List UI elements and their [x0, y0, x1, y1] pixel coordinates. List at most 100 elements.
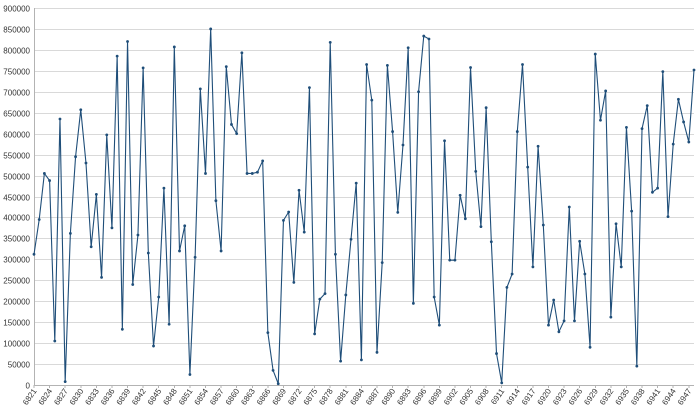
- x-tick-label: 6926: [567, 387, 585, 407]
- data-point: [453, 258, 457, 262]
- data-point: [593, 52, 597, 56]
- x-tick-label: 6890: [380, 387, 398, 407]
- y-tick-label: 600000: [3, 131, 30, 140]
- data-point: [276, 382, 280, 386]
- data-point: [417, 90, 420, 94]
- data-point: [573, 319, 576, 323]
- data-point: [562, 319, 566, 323]
- x-tick-label: 6917: [520, 387, 538, 407]
- data-point: [266, 331, 270, 335]
- data-point: [521, 63, 524, 66]
- x-tick-label: 6821: [21, 387, 39, 407]
- x-tick-label: 6878: [317, 387, 335, 407]
- data-point: [365, 63, 368, 66]
- data-point: [37, 218, 41, 221]
- gridlines: [34, 8, 694, 386]
- y-tick-label: 350000: [3, 235, 30, 244]
- x-tick-label: 6830: [68, 387, 86, 407]
- data-point: [344, 293, 348, 297]
- data-point: [146, 251, 150, 255]
- data-point: [547, 323, 550, 327]
- data-point: [172, 45, 176, 49]
- y-tick-label: 200000: [3, 298, 30, 307]
- data-point: [224, 65, 228, 69]
- data-point: [354, 181, 358, 185]
- data-point: [235, 132, 239, 136]
- data-point: [94, 193, 98, 196]
- data-point: [178, 249, 181, 253]
- data-point: [635, 364, 639, 368]
- data-point: [256, 170, 259, 174]
- data-point: [687, 140, 691, 144]
- y-tick-label: 400000: [3, 214, 30, 223]
- x-tick-label: 6869: [271, 387, 289, 407]
- x-tick-label: 6851: [177, 387, 195, 407]
- x-tick-label: 6842: [130, 387, 148, 407]
- x-tick-label: 6863: [239, 387, 257, 407]
- data-point: [541, 223, 545, 227]
- series-line: [33, 28, 695, 385]
- data-point: [323, 292, 327, 296]
- y-tick-label: 800000: [3, 47, 30, 56]
- data-point: [500, 381, 504, 385]
- data-point: [536, 144, 540, 148]
- data-point: [271, 368, 275, 372]
- y-tick-label: 450000: [3, 194, 30, 203]
- data-point: [630, 209, 634, 213]
- data-point: [339, 359, 343, 363]
- data-point: [100, 275, 103, 279]
- x-tick-label: 6839: [115, 387, 133, 407]
- data-point: [297, 188, 301, 192]
- y-tick-label: 650000: [3, 110, 30, 119]
- data-point: [463, 217, 467, 221]
- axes: [34, 8, 694, 386]
- data-point: [479, 225, 483, 229]
- x-tick-label: 6938: [629, 387, 647, 407]
- data-point: [167, 322, 171, 326]
- x-tick-label: 6923: [551, 387, 569, 407]
- data-point: [526, 165, 530, 169]
- data-point: [157, 295, 161, 299]
- data-point: [141, 66, 145, 70]
- data-point: [360, 358, 363, 362]
- data-point: [334, 252, 337, 256]
- x-tick-label: 6935: [613, 387, 631, 407]
- data-point: [458, 193, 462, 197]
- x-tick-label: 6827: [52, 387, 70, 407]
- data-point: [567, 205, 571, 209]
- data-point: [42, 172, 46, 175]
- data-point: [136, 233, 140, 237]
- data-point: [240, 51, 244, 55]
- data-point: [79, 108, 83, 112]
- data-point: [380, 261, 384, 265]
- x-tick-label: 6824: [37, 387, 55, 407]
- data-point: [183, 224, 187, 228]
- data-point: [370, 98, 374, 102]
- data-point: [230, 123, 233, 126]
- x-tick-label: 6941: [645, 387, 663, 407]
- y-tick-label: 300000: [3, 256, 30, 265]
- data-point: [58, 117, 62, 121]
- x-tick-label: 6866: [255, 387, 273, 407]
- data-point: [614, 222, 618, 226]
- data-point: [48, 179, 51, 182]
- data-point: [53, 339, 57, 343]
- data-point: [115, 54, 119, 58]
- data-point: [666, 215, 670, 219]
- data-point: [261, 159, 265, 163]
- x-tick-label: 6944: [660, 387, 678, 407]
- data-point: [391, 130, 394, 133]
- data-point: [198, 87, 202, 91]
- data-point: [396, 211, 400, 214]
- data-point: [495, 352, 498, 355]
- data-point: [578, 239, 582, 243]
- x-tick-label: 6896: [411, 387, 429, 407]
- x-tick-label: 6836: [99, 387, 117, 407]
- data-point: [677, 97, 680, 101]
- data-point: [328, 40, 332, 44]
- data-point: [489, 240, 493, 244]
- y-tick-label: 50000: [8, 361, 31, 370]
- data-point: [443, 139, 446, 143]
- y-tick-label: 0: [26, 382, 31, 391]
